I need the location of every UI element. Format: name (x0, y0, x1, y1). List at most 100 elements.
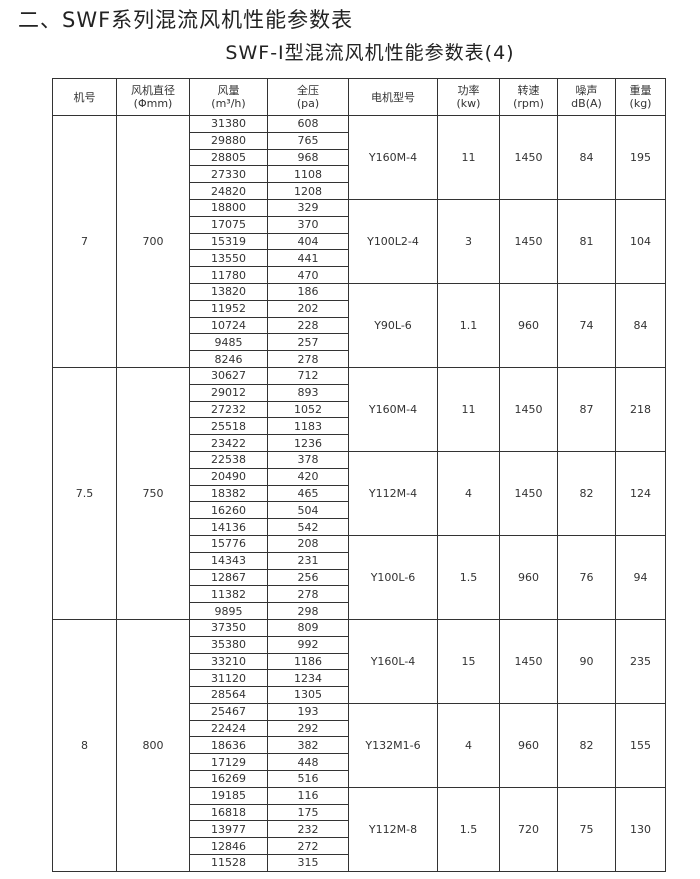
table-row: 12846 272 (53, 837, 666, 856)
weight-cell: 124 (615, 450, 666, 536)
table-row: 23422 1236 (53, 434, 666, 452)
airflow-cell: 30627 (189, 366, 268, 385)
pressure-cell: 232 (267, 820, 349, 839)
pressure-cell: 329 (267, 198, 349, 217)
column-label: 风量 (217, 84, 240, 97)
pressure-cell: 202 (267, 299, 349, 318)
airflow-cell: 11382 (189, 585, 268, 604)
pressure-cell: 257 (267, 333, 349, 352)
table-row: 9895 298 (53, 602, 666, 620)
airflow-cell: 18636 (189, 736, 268, 755)
weight-cell: 94 (615, 534, 666, 620)
airflow-cell: 12867 (189, 568, 268, 587)
column-unit: (kg) (629, 97, 652, 110)
pressure-cell: 420 (267, 467, 349, 486)
column-header: 风机直径 (Φmm) (116, 78, 190, 116)
pressure-cell: 256 (267, 568, 349, 587)
performance-table: 机号 风机直径 (Φmm) 风量 (m³/h) 全压 (pa) 电机型号 功率 (kw) 转速 (rp… (52, 78, 666, 872)
airflow-cell: 9485 (189, 333, 268, 352)
airflow-cell: 17075 (189, 215, 268, 234)
motor-model-cell: Y112M-4 (348, 450, 438, 536)
speed-cell: 960 (499, 702, 558, 788)
airflow-cell: 14136 (189, 518, 268, 536)
column-header: 全压 (pa) (267, 78, 349, 116)
pressure-cell: 116 (267, 786, 349, 805)
table-row: 15776 208 Y100L-6 1.5 960 76 94 (53, 534, 666, 620)
weight-cell: 130 (615, 786, 666, 872)
airflow-cell: 28564 (189, 686, 268, 704)
airflow-cell: 10724 (189, 316, 268, 335)
table-row: 27330 1108 (53, 165, 666, 184)
pressure-cell: 298 (267, 602, 349, 620)
pressure-cell: 278 (267, 585, 349, 604)
pressure-cell: 1186 (267, 652, 349, 671)
airflow-cell: 29012 (189, 383, 268, 402)
table-row: 22424 292 (53, 719, 666, 738)
model-number-cell: 8 (52, 618, 117, 872)
speed-cell: 720 (499, 786, 558, 872)
column-header: 重量 (kg) (615, 78, 666, 116)
column-unit: (Φmm) (133, 97, 173, 110)
table-row: 13977 232 (53, 820, 666, 839)
airflow-cell: 25467 (189, 702, 268, 721)
airflow-cell: 27232 (189, 400, 268, 419)
airflow-cell: 8246 (189, 350, 268, 368)
table-row: 7 700 31380 608 Y160M-4 11 1450 84 195 (52, 115, 666, 368)
pressure-cell: 1108 (267, 165, 349, 184)
pressure-cell: 1183 (267, 417, 349, 436)
motor-model-cell: Y132M1-6 (348, 702, 438, 788)
column-label: 重量 (629, 84, 652, 97)
motor-model-cell: Y112M-8 (348, 786, 438, 872)
airflow-cell: 29880 (189, 131, 268, 150)
column-unit: (rpm) (513, 97, 544, 110)
noise-cell: 82 (557, 450, 616, 536)
noise-cell: 84 (557, 115, 616, 200)
column-header: 风量 (m³/h) (189, 78, 268, 116)
column-label: 功率 (457, 84, 480, 97)
column-label: 噪声 (575, 84, 598, 97)
power-cell: 11 (437, 115, 500, 200)
section-heading: 二、SWF系列混流风机性能参数表 (18, 8, 354, 32)
airflow-cell: 11528 (189, 854, 268, 872)
pressure-cell: 175 (267, 803, 349, 822)
motor-model-cell: Y160M-4 (348, 366, 438, 452)
weight-cell: 235 (615, 618, 666, 704)
column-header: 电机型号 (348, 78, 438, 116)
airflow-cell: 16818 (189, 803, 268, 822)
model-number-cell: 7.5 (52, 366, 117, 620)
airflow-cell: 20490 (189, 467, 268, 486)
airflow-cell: 16260 (189, 501, 268, 520)
airflow-cell: 15776 (189, 534, 268, 553)
motor-model-cell: Y100L2-4 (348, 198, 438, 284)
pressure-cell: 441 (267, 249, 349, 268)
airflow-cell: 35380 (189, 635, 268, 654)
airflow-cell: 19185 (189, 786, 268, 805)
table-row: 20490 420 (53, 467, 666, 486)
column-label: 全压 (297, 84, 319, 97)
pressure-cell: 1236 (267, 434, 349, 452)
table-row: 9485 257 (53, 333, 666, 352)
header-row: 机号 风机直径 (Φmm) 风量 (m³/h) 全压 (pa) 电机型号 功率 (kw) 转速 (rp… (52, 78, 666, 116)
airflow-cell: 31120 (189, 669, 268, 688)
column-unit: (kw) (456, 97, 481, 110)
airflow-cell: 25518 (189, 417, 268, 436)
pressure-cell: 448 (267, 753, 349, 772)
column-label: 机号 (73, 90, 96, 104)
pressure-cell: 1234 (267, 669, 349, 688)
power-cell: 15 (437, 618, 500, 704)
table-row: 33210 1186 (53, 652, 666, 671)
table-row: 18382 465 (53, 484, 666, 503)
pressure-cell: 516 (267, 770, 349, 788)
weight-cell: 155 (615, 702, 666, 788)
pressure-cell: 893 (267, 383, 349, 402)
speed-cell: 1450 (499, 450, 558, 536)
column-header: 转速 (rpm) (499, 78, 558, 116)
noise-cell: 90 (557, 618, 616, 704)
column-unit: dB(A) (571, 97, 602, 110)
power-cell: 4 (437, 450, 500, 536)
table-row: 8 800 37350 809 Y160L-4 15 1450 90 235 (52, 618, 666, 872)
speed-cell: 1450 (499, 115, 558, 200)
table-row: 11952 202 (53, 299, 666, 318)
airflow-cell: 11780 (189, 266, 268, 284)
motor-model-cell: Y100L-6 (348, 534, 438, 620)
